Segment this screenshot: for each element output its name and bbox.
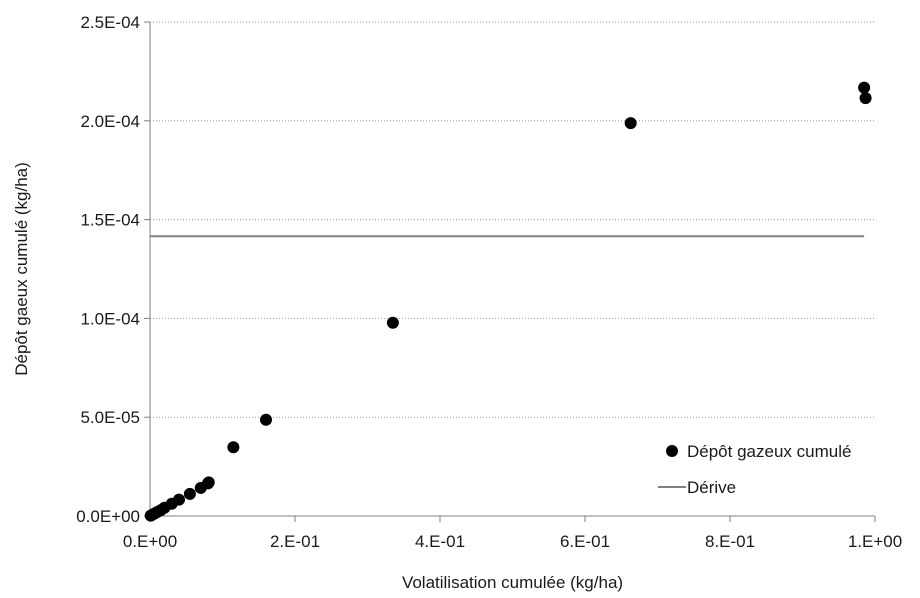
data-point-13 [260, 413, 272, 426]
y-tick-label-3: 1.5E-04 [80, 211, 140, 230]
legend-label-depot: Dépôt gazeux cumulé [687, 442, 851, 461]
plot-series [144, 81, 872, 522]
data-point-8 [183, 487, 196, 500]
x-axis-title: Volatilisation cumulée (kg/ha) [402, 573, 623, 592]
data-point-17 [859, 92, 872, 105]
y-tick-label-1: 5.0E-05 [80, 408, 140, 427]
gridlines [150, 21, 875, 418]
x-tick-label-0: 0.E+00 [123, 532, 177, 551]
y-tick-label-2: 1.0E-04 [80, 309, 140, 328]
y-tick-label-5: 2.5E-04 [80, 13, 140, 32]
data-point-14 [386, 316, 399, 329]
data-point-15 [624, 117, 637, 130]
x-tick-label-1: 2.E-01 [270, 532, 320, 551]
data-point-12 [227, 441, 240, 454]
x-tick-label-5: 1.E+00 [848, 532, 902, 551]
y-axis-title: Dépôt gaeux cumulé (kg/ha) [12, 162, 31, 376]
y-tick-label-4: 2.0E-04 [80, 112, 140, 131]
legend-marker-depot [666, 445, 678, 457]
x-tick-label-4: 8.E-01 [705, 532, 755, 551]
data-point-11 [202, 476, 215, 489]
data-point-7 [173, 493, 185, 506]
y-tick-label-0: 0.0E+00 [76, 507, 140, 526]
y-axis-ticks: 0.0E+00 5.0E-05 1.0E-04 1.5E-04 2.0E-04 2.5E-… [76, 13, 150, 526]
x-tick-label-3: 6.E-01 [560, 532, 610, 551]
x-tick-label-2: 4.E-01 [415, 532, 465, 551]
legend: Dépôt gazeux cumulé Dérive [658, 442, 851, 497]
data-point-16 [858, 81, 871, 94]
x-axis-ticks: 0.E+00 2.E-01 4.E-01 6.E-01 8.E-01 1.E+00 [123, 516, 902, 551]
legend-label-derive: Dérive [687, 478, 736, 497]
